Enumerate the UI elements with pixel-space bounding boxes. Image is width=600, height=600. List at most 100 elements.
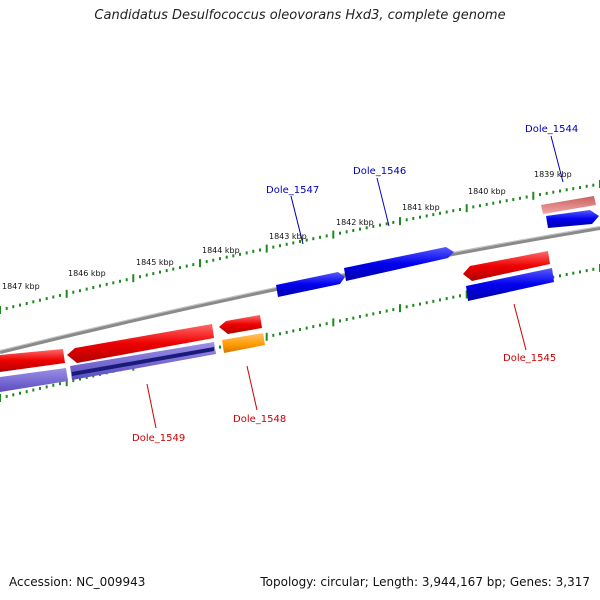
minor-tick: [385, 309, 388, 313]
minor-tick: [572, 271, 575, 275]
minor-tick: [319, 323, 321, 327]
leader-dole-1548: [246, 365, 258, 411]
gene-label-dole-1547[interactable]: Dole_1547: [266, 185, 319, 196]
minor-tick: [565, 188, 568, 192]
minor-tick: [145, 273, 148, 277]
scale-label-1840: 1840 kbp: [468, 187, 506, 196]
minor-tick: [25, 302, 28, 305]
minor-tick: [352, 316, 355, 320]
minor-tick: [352, 229, 355, 232]
minor-tick: [579, 186, 581, 189]
minor-tick: [5, 394, 8, 398]
major-tick: [399, 304, 401, 313]
minor-tick: [439, 298, 441, 302]
gene-arrow: [541, 196, 596, 214]
minor-tick: [392, 220, 395, 224]
gene-label-dole-1546[interactable]: Dole_1546: [353, 166, 406, 177]
minor-tick: [192, 263, 195, 267]
minor-tick: [592, 183, 595, 187]
minor-tick: [405, 305, 408, 309]
scale-label-1844: 1844 kbp: [202, 246, 240, 255]
minor-tick: [359, 227, 361, 231]
minor-tick: [345, 318, 348, 321]
minor-tick: [545, 191, 548, 195]
minor-tick: [165, 269, 168, 273]
minor-tick: [585, 269, 588, 273]
minor-tick: [212, 258, 215, 262]
minor-tick: [285, 330, 288, 334]
scale-label-1846: 1846 kbp: [68, 269, 106, 278]
major-tick: [532, 191, 535, 200]
gene-dole-1545[interactable]: [463, 251, 554, 301]
minor-tick: [92, 286, 95, 289]
minor-tick: [279, 332, 281, 336]
minor-tick: [299, 240, 301, 243]
minor-tick: [225, 255, 228, 259]
minor-tick: [219, 345, 221, 349]
map-title: Candidatus Desulfococcus oleovorans Hxd3…: [94, 8, 506, 23]
major-tick: [265, 332, 268, 341]
gene-label-dole-1549[interactable]: Dole_1549: [132, 433, 185, 444]
minor-tick: [105, 282, 108, 286]
minor-tick: [185, 264, 188, 268]
minor-tick: [205, 260, 208, 264]
minor-tick: [252, 249, 255, 253]
gene-dole-1549[interactable]: [67, 324, 216, 380]
minor-tick: [325, 322, 328, 326]
minor-tick: [432, 213, 435, 217]
minor-tick: [505, 199, 508, 203]
minor-tick: [385, 222, 388, 226]
minor-tick: [439, 211, 441, 215]
minor-tick: [412, 303, 415, 307]
minor-tick: [379, 223, 381, 227]
gene-dole-1546[interactable]: [344, 247, 454, 281]
minor-tick: [259, 248, 261, 252]
minor-tick: [19, 391, 21, 395]
minor-tick: [312, 237, 315, 241]
outer-tick-ring: [0, 180, 600, 314]
minor-tick: [239, 252, 241, 256]
leader-dole-1545: [513, 303, 527, 351]
minor-tick: [272, 245, 275, 249]
minor-tick: [5, 306, 8, 310]
minor-tick: [52, 295, 55, 299]
minor-tick: [325, 234, 328, 238]
gene-left-edge[interactable]: [0, 349, 68, 392]
minor-tick: [159, 270, 161, 274]
gene-label-dole-1545[interactable]: Dole_1545: [503, 353, 556, 364]
gene-label-dole-1548[interactable]: Dole_1548: [233, 414, 286, 425]
gene-dole-1547[interactable]: [276, 272, 345, 297]
gene-arrow: [344, 247, 454, 281]
minor-tick: [365, 313, 368, 317]
minor-tick: [25, 390, 28, 394]
minor-tick: [39, 298, 41, 302]
minor-tick: [85, 287, 88, 291]
minor-tick: [425, 301, 428, 305]
minor-tick: [572, 187, 575, 191]
minor-tick: [539, 193, 541, 197]
minor-tick: [19, 303, 21, 307]
minor-tick: [412, 217, 415, 220]
minor-tick: [125, 278, 128, 282]
scale-label-1847: 1847 kbp: [2, 282, 40, 291]
gene-arrow: [0, 349, 65, 372]
major-tick: [0, 306, 1, 314]
minor-tick: [232, 254, 235, 258]
gene-label-dole-1544[interactable]: Dole_1544: [525, 124, 578, 135]
leader-dole-1546: [376, 177, 390, 227]
major-tick: [465, 204, 468, 213]
minor-tick: [339, 231, 341, 235]
minor-tick: [179, 266, 181, 270]
minor-tick: [59, 293, 61, 297]
gene-arrow: [222, 333, 265, 353]
leader-dole-1544: [550, 135, 564, 183]
major-tick: [265, 244, 268, 253]
gene-arrow: [546, 210, 599, 228]
major-tick: [465, 290, 468, 299]
minor-tick: [152, 272, 155, 276]
gene-arrow: [466, 268, 554, 301]
gene-dole-1544[interactable]: [541, 196, 599, 228]
gene-dole-1548[interactable]: [219, 315, 265, 353]
minor-tick: [565, 273, 568, 276]
minor-tick: [299, 328, 301, 331]
